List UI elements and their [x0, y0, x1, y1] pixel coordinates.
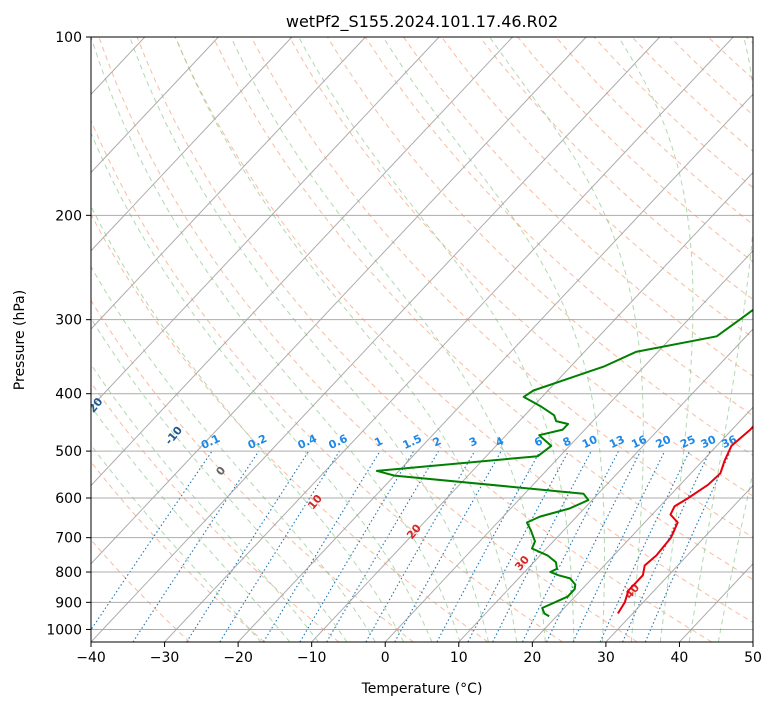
y-tick-label: 600: [55, 491, 82, 507]
x-tick-label: −20: [223, 650, 253, 666]
y-tick-label: 500: [55, 444, 82, 460]
y-tick-label: 800: [55, 565, 82, 581]
y-axis-label: Pressure (hPa): [12, 290, 28, 390]
x-tick-label: −10: [297, 650, 327, 666]
x-tick-label: 20: [523, 650, 541, 666]
y-tick-label: 900: [55, 595, 82, 611]
x-tick-label: 50: [744, 650, 762, 666]
x-tick-label: −30: [150, 650, 180, 666]
y-tick-label: 200: [55, 208, 82, 224]
chart-title: wetPf2_S155.2024.101.17.46.R02: [286, 12, 558, 32]
x-tick-label: 10: [450, 650, 468, 666]
x-tick-label: 40: [671, 650, 689, 666]
y-tick-label: 100: [55, 30, 82, 46]
y-tick-label: 700: [55, 531, 82, 547]
y-tick-label: 300: [55, 313, 82, 329]
x-tick-label: −40: [76, 650, 106, 666]
x-tick-label: 30: [597, 650, 615, 666]
x-tick-label: 0: [381, 650, 390, 666]
y-tick-label: 400: [55, 387, 82, 403]
y-tick-label: 1000: [46, 622, 82, 638]
x-axis-label: Temperature (°C): [361, 681, 483, 697]
